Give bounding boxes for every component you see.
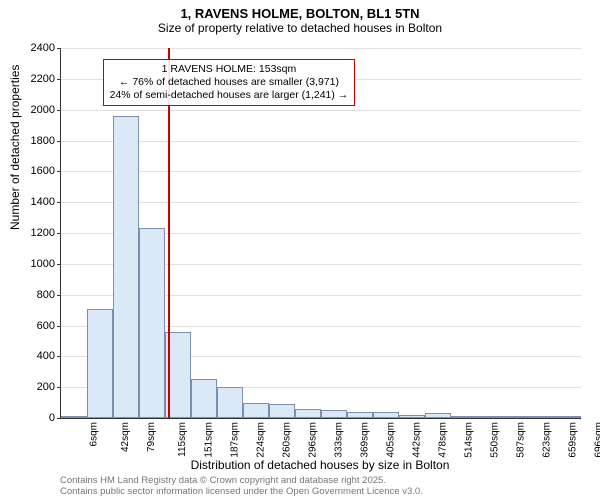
histogram-bar	[87, 309, 113, 418]
y-tick-label: 0	[49, 412, 55, 424]
x-tick-label: 115sqm	[177, 422, 188, 457]
histogram-bar	[321, 410, 347, 418]
y-tick-label: 2400	[31, 42, 55, 54]
histogram-bar	[269, 404, 295, 418]
histogram-bar	[425, 413, 451, 418]
histogram-bar	[347, 412, 373, 418]
y-tick-label: 400	[37, 350, 55, 362]
chart-footer: Contains HM Land Registry data © Crown c…	[60, 475, 423, 498]
footer-line2: Contains public sector information licen…	[60, 486, 423, 497]
x-tick-label: 260sqm	[282, 422, 293, 458]
x-tick-label: 224sqm	[256, 422, 267, 458]
annotation-line: 24% of semi-detached houses are larger (…	[110, 89, 349, 102]
y-tick-label: 200	[37, 381, 55, 393]
x-axis-label: Distribution of detached houses by size …	[20, 458, 600, 472]
histogram-bar	[477, 416, 503, 418]
histogram-bar	[555, 416, 581, 418]
x-tick-label: 296sqm	[308, 422, 319, 458]
x-tick-label: 659sqm	[568, 422, 579, 458]
histogram-bar	[217, 387, 243, 418]
chart-plot-area: 1 RAVENS HOLME: 153sqm← 76% of detached …	[60, 48, 581, 419]
y-tick-label: 1400	[31, 196, 55, 208]
y-tick-label: 1800	[31, 135, 55, 147]
x-tick-label: 442sqm	[412, 422, 423, 458]
x-tick-label: 369sqm	[360, 422, 371, 458]
histogram-bar	[451, 416, 477, 418]
histogram-bar	[399, 415, 425, 418]
annotation-line: 1 RAVENS HOLME: 153sqm	[110, 63, 349, 76]
histogram-bar	[113, 116, 139, 418]
histogram-bar	[503, 416, 529, 418]
histogram-bar	[529, 416, 555, 418]
chart-subtitle: Size of property relative to detached ho…	[0, 21, 600, 39]
histogram-bar	[61, 416, 87, 418]
x-tick-label: 550sqm	[490, 422, 501, 458]
x-tick-label: 42sqm	[120, 422, 131, 452]
x-tick-label: 696sqm	[594, 422, 600, 458]
histogram-bar	[243, 403, 269, 418]
footer-line1: Contains HM Land Registry data © Crown c…	[60, 475, 423, 486]
y-tick-label: 600	[37, 320, 55, 332]
y-tick-label: 2200	[31, 73, 55, 85]
y-tick-label: 1200	[31, 227, 55, 239]
x-tick-label: 405sqm	[386, 422, 397, 458]
histogram-bar	[373, 412, 399, 418]
annotation-line: ← 76% of detached houses are smaller (3,…	[110, 76, 349, 89]
chart-title: 1, RAVENS HOLME, BOLTON, BL1 5TN	[0, 0, 600, 21]
histogram-bar	[139, 228, 165, 418]
y-tick-label: 2000	[31, 104, 55, 116]
x-tick-label: 79sqm	[146, 422, 157, 452]
x-tick-label: 623sqm	[542, 422, 553, 458]
histogram-bar	[191, 379, 217, 418]
y-tick-label: 1000	[31, 258, 55, 270]
x-tick-label: 6sqm	[88, 422, 99, 446]
histogram-bar	[295, 409, 321, 418]
y-tick-label: 1600	[31, 165, 55, 177]
annotation-box: 1 RAVENS HOLME: 153sqm← 76% of detached …	[103, 59, 356, 106]
x-tick-label: 514sqm	[464, 422, 475, 458]
y-axis-label: Number of detached properties	[8, 65, 22, 230]
x-tick-label: 151sqm	[204, 422, 215, 458]
y-tick-label: 800	[37, 289, 55, 301]
x-tick-label: 478sqm	[438, 422, 449, 458]
x-tick-label: 333sqm	[334, 422, 345, 458]
x-tick-label: 587sqm	[516, 422, 527, 458]
x-tick-label: 187sqm	[230, 422, 241, 458]
